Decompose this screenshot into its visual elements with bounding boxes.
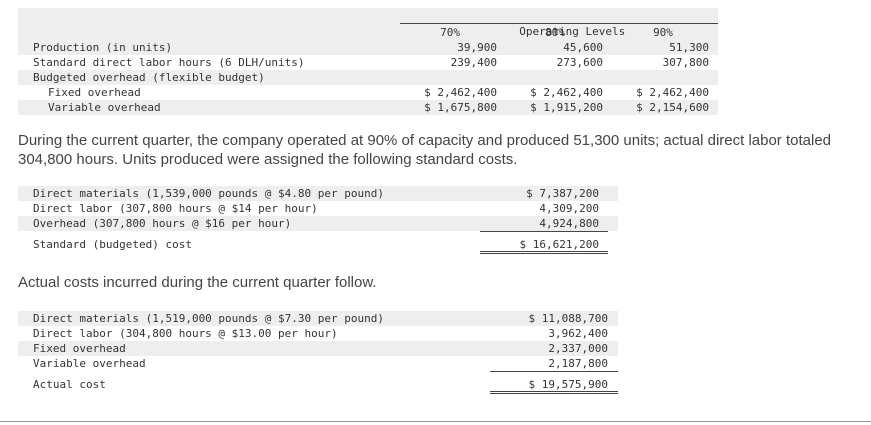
table-cell: $ 2,462,400 xyxy=(424,86,497,99)
row-bg xyxy=(18,216,618,231)
subtotal-rule xyxy=(480,231,608,232)
table-row-label: Fixed overhead xyxy=(48,86,141,99)
level-70-header: 70% xyxy=(440,26,460,39)
row-bg xyxy=(18,40,718,55)
table-cell: 39,900 xyxy=(457,41,497,54)
table-cell: 273,600 xyxy=(556,56,603,69)
table-row-label: Direct labor (307,800 hours @ $14 per ho… xyxy=(33,202,318,215)
table-row-label: Standard direct labor hours (6 DLH/units… xyxy=(33,56,305,69)
row-bg xyxy=(18,100,718,115)
table-row-label: Variable overhead xyxy=(48,101,161,114)
table-cell: 51,300 xyxy=(669,41,709,54)
description-paragraph: During the current quarter, the company … xyxy=(18,132,832,168)
total-label: Standard (budgeted) cost xyxy=(33,238,192,251)
table-cell: 3,962,400 xyxy=(548,327,608,340)
table-cell: $ 1,675,800 xyxy=(424,101,497,114)
total-label: Actual cost xyxy=(33,378,106,391)
table-row-label: Budgeted overhead (flexible budget) xyxy=(33,71,265,84)
table-row-label: Direct labor (304,800 hours @ $13.00 per… xyxy=(33,327,338,340)
table-header-band xyxy=(18,8,718,40)
table-cell: $ 11,088,700 xyxy=(528,312,608,325)
table-cell: 4,924,800 xyxy=(539,217,599,230)
subtotal-rule xyxy=(490,371,618,372)
total-value: $ 19,575,900 xyxy=(528,378,608,391)
row-bg xyxy=(18,186,618,201)
table-cell: $ 2,462,400 xyxy=(530,86,603,99)
table-cell: 239,400 xyxy=(450,56,497,69)
row-bg xyxy=(18,341,618,356)
table-cell: $ 2,462,400 xyxy=(636,86,709,99)
table-cell: $ 2,154,600 xyxy=(636,101,709,114)
header-rule xyxy=(400,23,718,24)
row-bg xyxy=(18,311,618,326)
row-bg xyxy=(18,70,718,85)
table-cell: 2,337,000 xyxy=(548,342,608,355)
bottom-divider xyxy=(0,421,871,422)
table-row-label: Overhead (307,800 hours @ $16 per hour) xyxy=(33,217,292,230)
table-row-label: Fixed overhead xyxy=(33,342,126,355)
table-cell: 4,309,200 xyxy=(539,202,599,215)
table-row-label: Direct materials (1,519,000 pounds @ $7.… xyxy=(33,312,384,325)
total-double-rule xyxy=(480,251,608,254)
level-90-header: 90% xyxy=(653,26,673,39)
table-cell: $ 1,915,200 xyxy=(530,101,603,114)
table-row-label: Direct materials (1,539,000 pounds @ $4.… xyxy=(33,187,384,200)
total-value: $ 16,621,200 xyxy=(519,238,599,251)
table-cell: $ 7,387,200 xyxy=(526,187,599,200)
level-80-header: 80% xyxy=(545,26,565,39)
actual-costs-intro: Actual costs incurred during the current… xyxy=(18,274,377,291)
table-cell: 45,600 xyxy=(563,41,603,54)
table-row-label: Production (in units) xyxy=(33,41,173,54)
operating-levels-header: Operating Levels xyxy=(519,25,626,38)
table-cell: 2,187,800 xyxy=(548,357,608,370)
table-row-label: Variable overhead xyxy=(33,357,146,370)
table-cell: 307,800 xyxy=(662,56,709,69)
total-double-rule xyxy=(490,391,618,394)
